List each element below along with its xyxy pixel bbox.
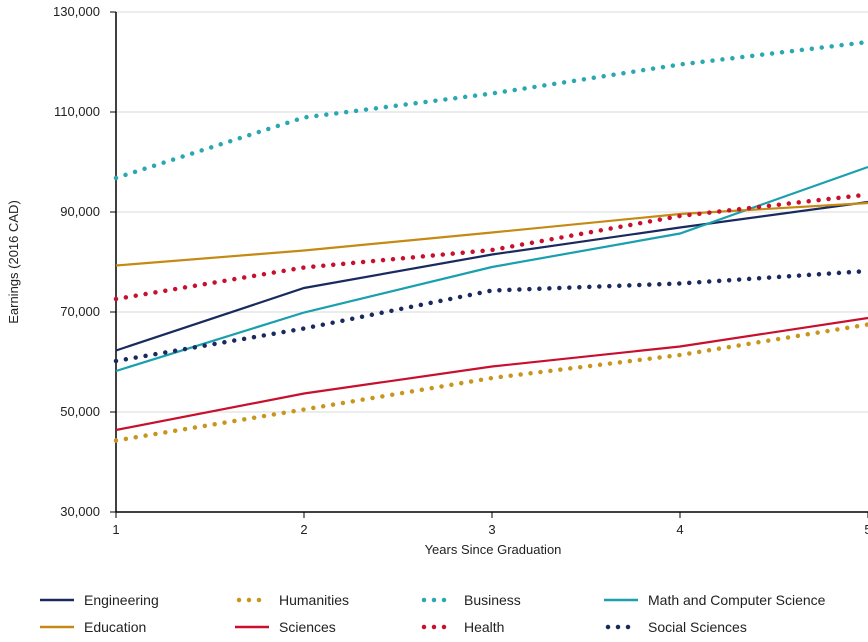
legend-item-business: Business [421, 592, 521, 608]
series-line-social-sciences [113, 268, 868, 364]
legend-item-sciences: Sciences [235, 619, 336, 635]
series-line-engineering [115, 200, 868, 352]
y-tick-label: 130,000 [53, 4, 100, 19]
legend-item-education: Education [40, 619, 146, 635]
legend-item-health: Health [421, 619, 504, 635]
x-tick-label: 1 [112, 522, 119, 537]
y-tick-label: 30,000 [60, 504, 100, 519]
x-tick-label: 3 [488, 522, 495, 537]
axes [110, 11, 868, 518]
y-tick-label: 110,000 [54, 104, 100, 119]
x-tick-label: 4 [676, 522, 683, 537]
legend-label: Engineering [84, 592, 159, 608]
legend-item-humanities: Humanities [236, 592, 349, 608]
legend-label: Sciences [279, 619, 336, 635]
legend-label: Math and Computer Science [648, 592, 826, 608]
legend-label: Humanities [279, 592, 349, 608]
y-axis-title: Earnings (2016 CAD) [6, 200, 21, 324]
series-lines [113, 39, 868, 443]
series-line-business [113, 39, 868, 181]
legend-item-engineering: Engineering [40, 592, 159, 608]
x-tick-label: 2 [300, 522, 307, 537]
tick-labels: 30,000 50,000 70,000 90,000 110,000 130,000 1 2… [53, 4, 868, 537]
gridlines [116, 11, 868, 413]
legend: Engineering Humanities Business Math and Co… [40, 592, 826, 635]
legend-label: Health [464, 619, 504, 635]
y-tick-label: 90,000 [60, 204, 100, 219]
x-tick-label: 5 [864, 522, 868, 537]
y-tick-label: 50,000 [60, 404, 100, 419]
legend-item-math-and-computer-science: Math and Computer Science [604, 592, 826, 608]
series-line-humanities [113, 322, 868, 443]
x-axis-title: Years Since Graduation [425, 542, 562, 557]
legend-label: Social Sciences [648, 619, 747, 635]
legend-item-social-sciences: Social Sciences [605, 619, 747, 635]
legend-label: Business [464, 592, 521, 608]
y-tick-label: 70,000 [60, 304, 100, 319]
series-line-math-and-computer-science [115, 165, 868, 373]
legend-label: Education [84, 619, 146, 635]
